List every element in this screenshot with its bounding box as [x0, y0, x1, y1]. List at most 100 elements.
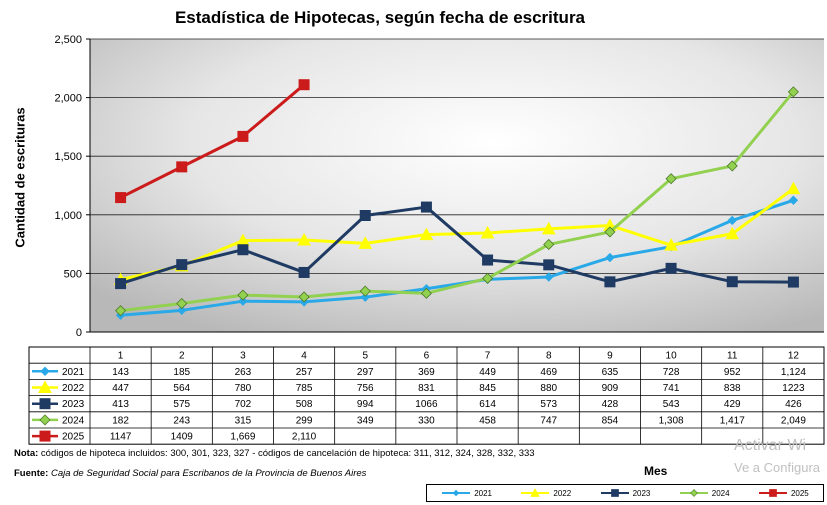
legend-label: 2023 [632, 488, 651, 498]
table-data-value: 614 [479, 399, 496, 410]
data-point-marker [787, 276, 799, 288]
legend-item-2025: 2025 [758, 488, 809, 498]
data-point-marker [665, 262, 677, 274]
activation-watermark-title: Activar Wi [734, 437, 806, 454]
legend-swatch [679, 489, 708, 497]
data-point-marker [482, 254, 494, 266]
table-data-value: 838 [724, 383, 741, 394]
table-data-value: 429 [724, 399, 741, 410]
table-data-value: 469 [540, 367, 557, 378]
table-data-value: 1,124 [781, 367, 806, 378]
legend-label: 2024 [711, 488, 730, 498]
data-point-marker [727, 215, 737, 226]
data-point-marker [115, 278, 127, 290]
table-series-name: 2022 [62, 383, 85, 394]
table-data-value: 447 [112, 383, 129, 394]
series-line-2024 [120, 90, 795, 313]
table-data-value: 854 [602, 415, 619, 426]
table-data-value: 747 [540, 415, 557, 426]
data-point-marker [38, 380, 52, 393]
series-line-2023 [120, 205, 794, 286]
note-label: Nota: [14, 448, 39, 459]
plot-area [90, 39, 824, 332]
data-point-marker [604, 226, 616, 238]
table-data-value: 1066 [415, 399, 438, 410]
x-category-label: 5 [362, 351, 368, 362]
data-point-marker [39, 414, 51, 426]
table-data-value: 143 [112, 367, 129, 378]
data-point-marker [420, 287, 432, 299]
data-point-marker [237, 289, 249, 301]
table-data-value: 2,049 [781, 415, 806, 426]
table-data-value: 635 [602, 367, 619, 378]
legend-swatch [758, 489, 787, 497]
table-data-value: 756 [357, 383, 374, 394]
source-text: Caja de Seguridad Social para Escribanos… [50, 468, 367, 479]
table-data-value: 349 [357, 415, 374, 426]
data-point-marker [298, 266, 310, 278]
table-data-value: 369 [418, 367, 435, 378]
table-data-value: 1147 [110, 432, 132, 443]
data-point-marker [176, 297, 188, 310]
x-axis-label: Mes [644, 464, 668, 478]
data-point-marker [725, 226, 740, 240]
table-data-value: 573 [540, 399, 557, 410]
chart-title: Estadística de Hipotecas, según fecha de… [174, 8, 586, 27]
table-series-name: 2023 [62, 399, 85, 410]
data-point-marker [788, 195, 799, 205]
table-data-value: 880 [540, 383, 557, 394]
legend-swatch [600, 489, 629, 497]
table-data-value: 257 [296, 367, 313, 378]
table-data-value: 243 [173, 415, 190, 426]
data-point-marker [787, 86, 799, 98]
table-data-value: 449 [479, 367, 496, 378]
data-point-marker [482, 272, 494, 284]
x-category-label: 4 [301, 351, 307, 362]
data-point-marker [664, 238, 678, 251]
y-tick-label: 500 [64, 268, 82, 280]
source-label: Fuente: [14, 468, 49, 479]
x-category-label: 1 [118, 351, 124, 362]
table-series-name: 2021 [62, 367, 85, 378]
note-text: códigos de hipoteca incluidos: 300, 301,… [40, 448, 535, 459]
table-series-name: 2024 [62, 415, 85, 426]
data-point-marker [39, 398, 51, 410]
legend-item-2021: 2021 [441, 488, 492, 498]
x-category-label: 8 [546, 351, 552, 362]
table-data-value: 831 [418, 383, 435, 394]
data-point-marker [665, 173, 677, 185]
data-point-marker [360, 292, 370, 302]
data-point-marker [176, 259, 188, 271]
table-data-value: 508 [296, 399, 313, 410]
activation-watermark-subtitle: Ve a Configura [734, 460, 821, 475]
data-point-marker [726, 160, 738, 172]
table-data-value: 543 [663, 399, 680, 410]
footnote: Nota: códigos de hipoteca incluidos: 300… [14, 448, 535, 459]
table-data-value: 1409 [171, 432, 194, 443]
data-point-marker [237, 244, 249, 256]
legend-swatch [521, 488, 550, 497]
data-point-marker [359, 210, 371, 222]
data-point-marker [530, 488, 541, 497]
data-point-marker [689, 489, 698, 497]
x-category-label: 6 [424, 351, 430, 362]
table-data-value: 909 [602, 383, 619, 394]
table-data-value: 728 [663, 367, 680, 378]
x-category-label: 9 [607, 351, 613, 362]
table-data-value: 413 [112, 399, 129, 410]
series-line-2025 [119, 83, 306, 199]
table-data-value: 564 [173, 383, 190, 394]
x-category-label: 2 [179, 351, 185, 362]
data-point-marker [544, 272, 554, 282]
table-data-value: 428 [602, 399, 619, 410]
x-category-label: 7 [485, 351, 491, 362]
legend-label: 2025 [790, 488, 809, 498]
y-tick-label: 0 [76, 327, 82, 339]
table-data-value: 185 [173, 367, 190, 378]
data-point-marker [39, 430, 51, 442]
table-data-value: 741 [663, 383, 680, 394]
data-point-marker [786, 181, 801, 195]
table-data-value: 458 [479, 415, 496, 426]
table-data-value: 1,308 [659, 415, 684, 426]
